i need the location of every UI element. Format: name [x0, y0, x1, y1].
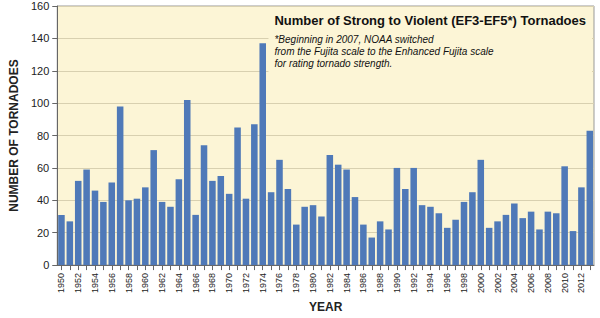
svg-text:from the Fujita scale to the E: from the Fujita scale to the Enhanced Fu… [274, 46, 493, 57]
svg-text:1960: 1960 [140, 273, 150, 293]
svg-text:1990: 1990 [392, 273, 402, 293]
svg-text:1998: 1998 [459, 273, 469, 293]
svg-text:20: 20 [37, 227, 49, 239]
svg-text:*Beginning in 2007, NOAA switc: *Beginning in 2007, NOAA switched [274, 34, 434, 45]
svg-text:1994: 1994 [425, 273, 435, 293]
svg-text:2008: 2008 [543, 273, 553, 293]
svg-text:1968: 1968 [207, 273, 217, 293]
svg-text:2000: 2000 [476, 273, 486, 293]
svg-text:NUMBER OF TORNADOES: NUMBER OF TORNADOES [7, 59, 21, 211]
svg-text:1988: 1988 [375, 273, 385, 293]
svg-text:1978: 1978 [291, 273, 301, 293]
svg-text:1976: 1976 [274, 273, 284, 293]
svg-text:1996: 1996 [442, 273, 452, 293]
svg-text:1980: 1980 [308, 273, 318, 293]
svg-text:1952: 1952 [73, 273, 83, 293]
svg-text:100: 100 [31, 97, 49, 109]
svg-text:60: 60 [37, 162, 49, 174]
svg-text:1986: 1986 [358, 273, 368, 293]
svg-text:1954: 1954 [90, 273, 100, 293]
svg-text:40: 40 [37, 194, 49, 206]
svg-text:1972: 1972 [241, 273, 251, 293]
svg-text:2006: 2006 [526, 273, 536, 293]
svg-text:1992: 1992 [409, 273, 419, 293]
svg-text:1984: 1984 [342, 273, 352, 293]
svg-text:1970: 1970 [224, 273, 234, 293]
svg-text:1974: 1974 [258, 273, 268, 293]
svg-text:80: 80 [37, 130, 49, 142]
svg-text:1958: 1958 [124, 273, 134, 293]
svg-text:120: 120 [31, 65, 49, 77]
svg-text:1962: 1962 [157, 273, 167, 293]
svg-text:1950: 1950 [56, 273, 66, 293]
svg-text:YEAR: YEAR [309, 300, 343, 314]
svg-text:2010: 2010 [560, 273, 570, 293]
svg-text:1964: 1964 [174, 273, 184, 293]
svg-text:140: 140 [31, 32, 49, 44]
svg-text:0: 0 [43, 259, 49, 271]
svg-text:Number of Strong to Violent (E: Number of Strong to Violent (EF3-EF5*) T… [274, 13, 586, 28]
svg-text:1966: 1966 [191, 273, 201, 293]
svg-text:for rating tornado strength.: for rating tornado strength. [274, 58, 392, 69]
svg-text:160: 160 [31, 0, 49, 12]
svg-text:2004: 2004 [509, 273, 519, 293]
svg-text:1982: 1982 [325, 273, 335, 293]
svg-text:1956: 1956 [107, 273, 117, 293]
svg-text:2012: 2012 [576, 273, 586, 293]
svg-text:2002: 2002 [493, 273, 503, 293]
